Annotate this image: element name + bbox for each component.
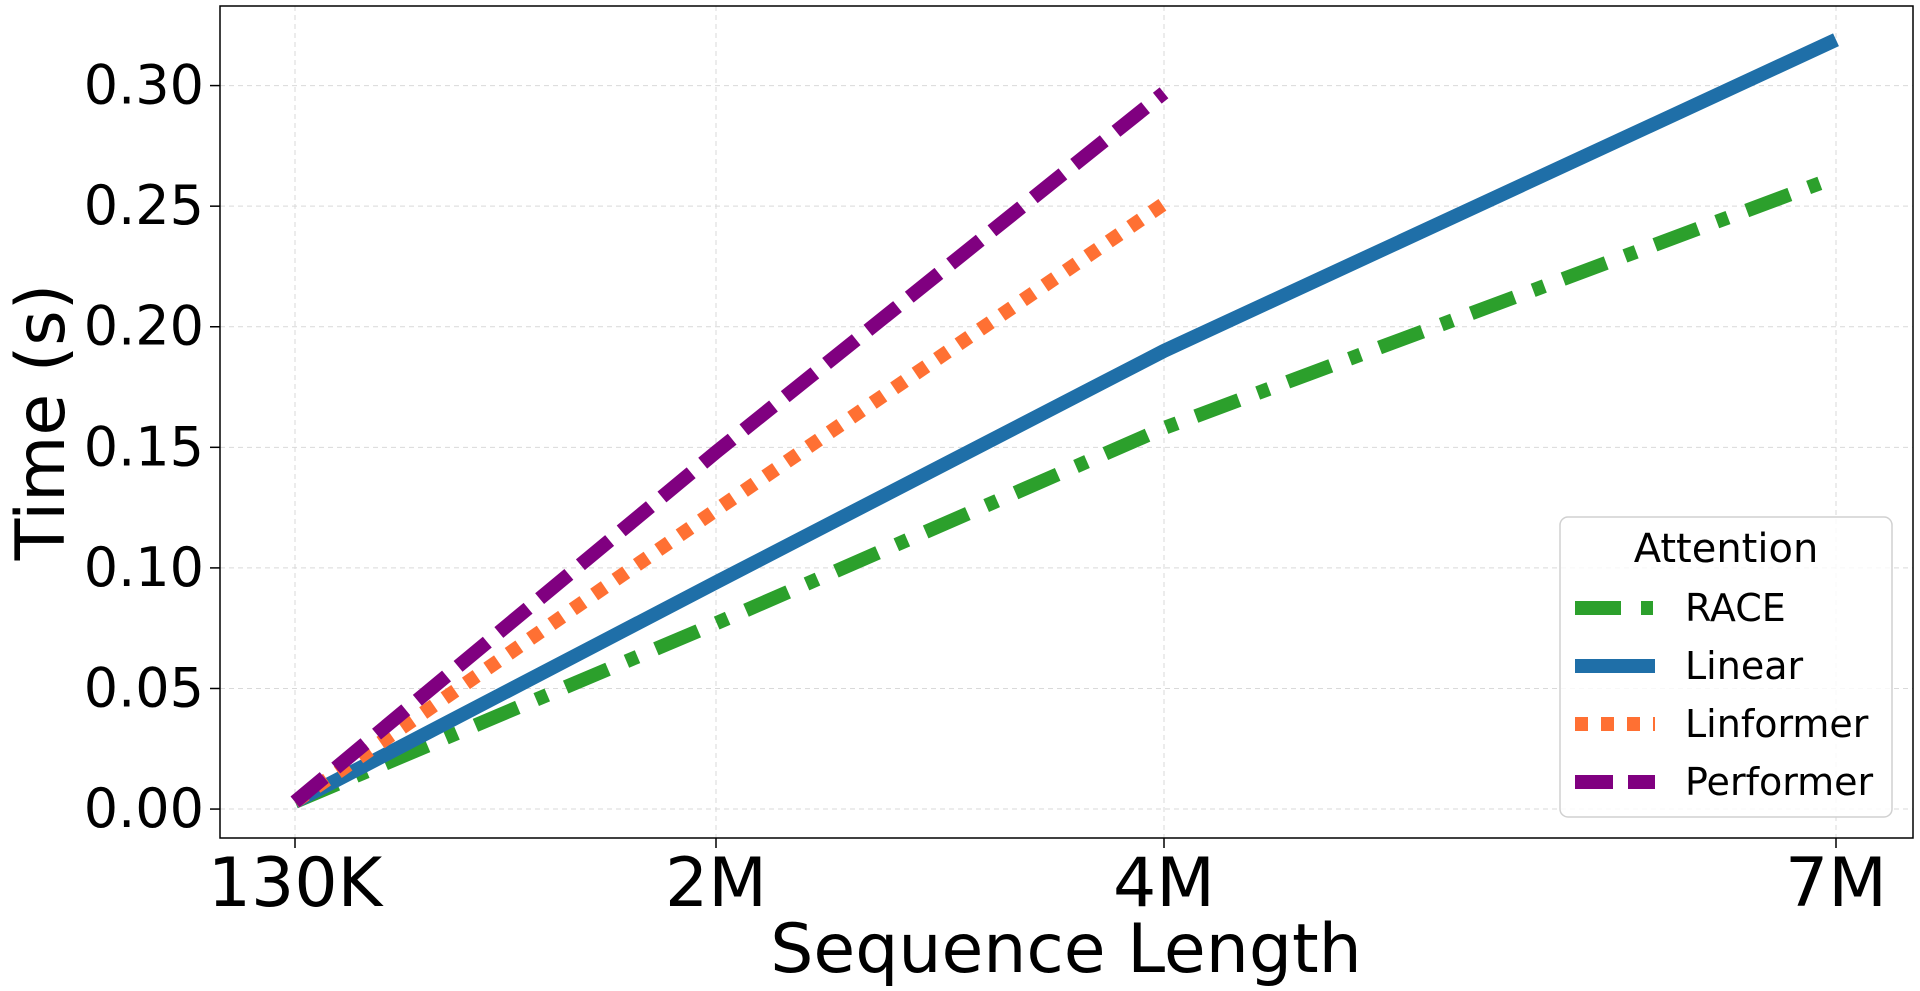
legend: Attention RACE Linear Linformer Performer [1559,516,1893,818]
series-line-linear [291,33,1839,809]
series-line-linformer [291,197,1168,808]
legend-label-race: RACE [1685,586,1786,630]
series-line-race [292,170,1839,809]
x-tick-label: 130K [208,844,385,923]
legend-label-linformer: Linformer [1685,702,1869,746]
x-tick-label: 2M [665,844,767,923]
legend-box [1559,516,1893,818]
y-tick-label: 0.20 [84,295,204,358]
series-line-performer [290,87,1169,808]
legend-title: Attention [1634,526,1819,572]
y-axis-label: Time (s) [2,284,81,562]
y-tick-label: 0.05 [84,656,204,719]
y-tick-label: 0.30 [84,54,204,117]
y-axis: 0.00 0.05 0.10 0.15 0.20 0.25 0.30 [84,54,220,840]
y-tick-label: 0.15 [84,415,204,478]
x-tick-label: 4M [1113,844,1215,923]
plot-frame [219,5,1914,839]
y-tick-label: 0.10 [84,536,204,599]
legend-label-performer: Performer [1685,760,1874,804]
y-tick-label: 0.00 [84,777,204,840]
x-axis: 130K 2M 4M 7M [208,838,1887,923]
x-axis-label: Sequence Length [770,910,1362,989]
x-tick-label: 7M [1785,844,1887,923]
series-lines [290,33,1839,809]
legend-label-linear: Linear [1685,644,1803,688]
y-tick-label: 0.25 [84,174,204,237]
